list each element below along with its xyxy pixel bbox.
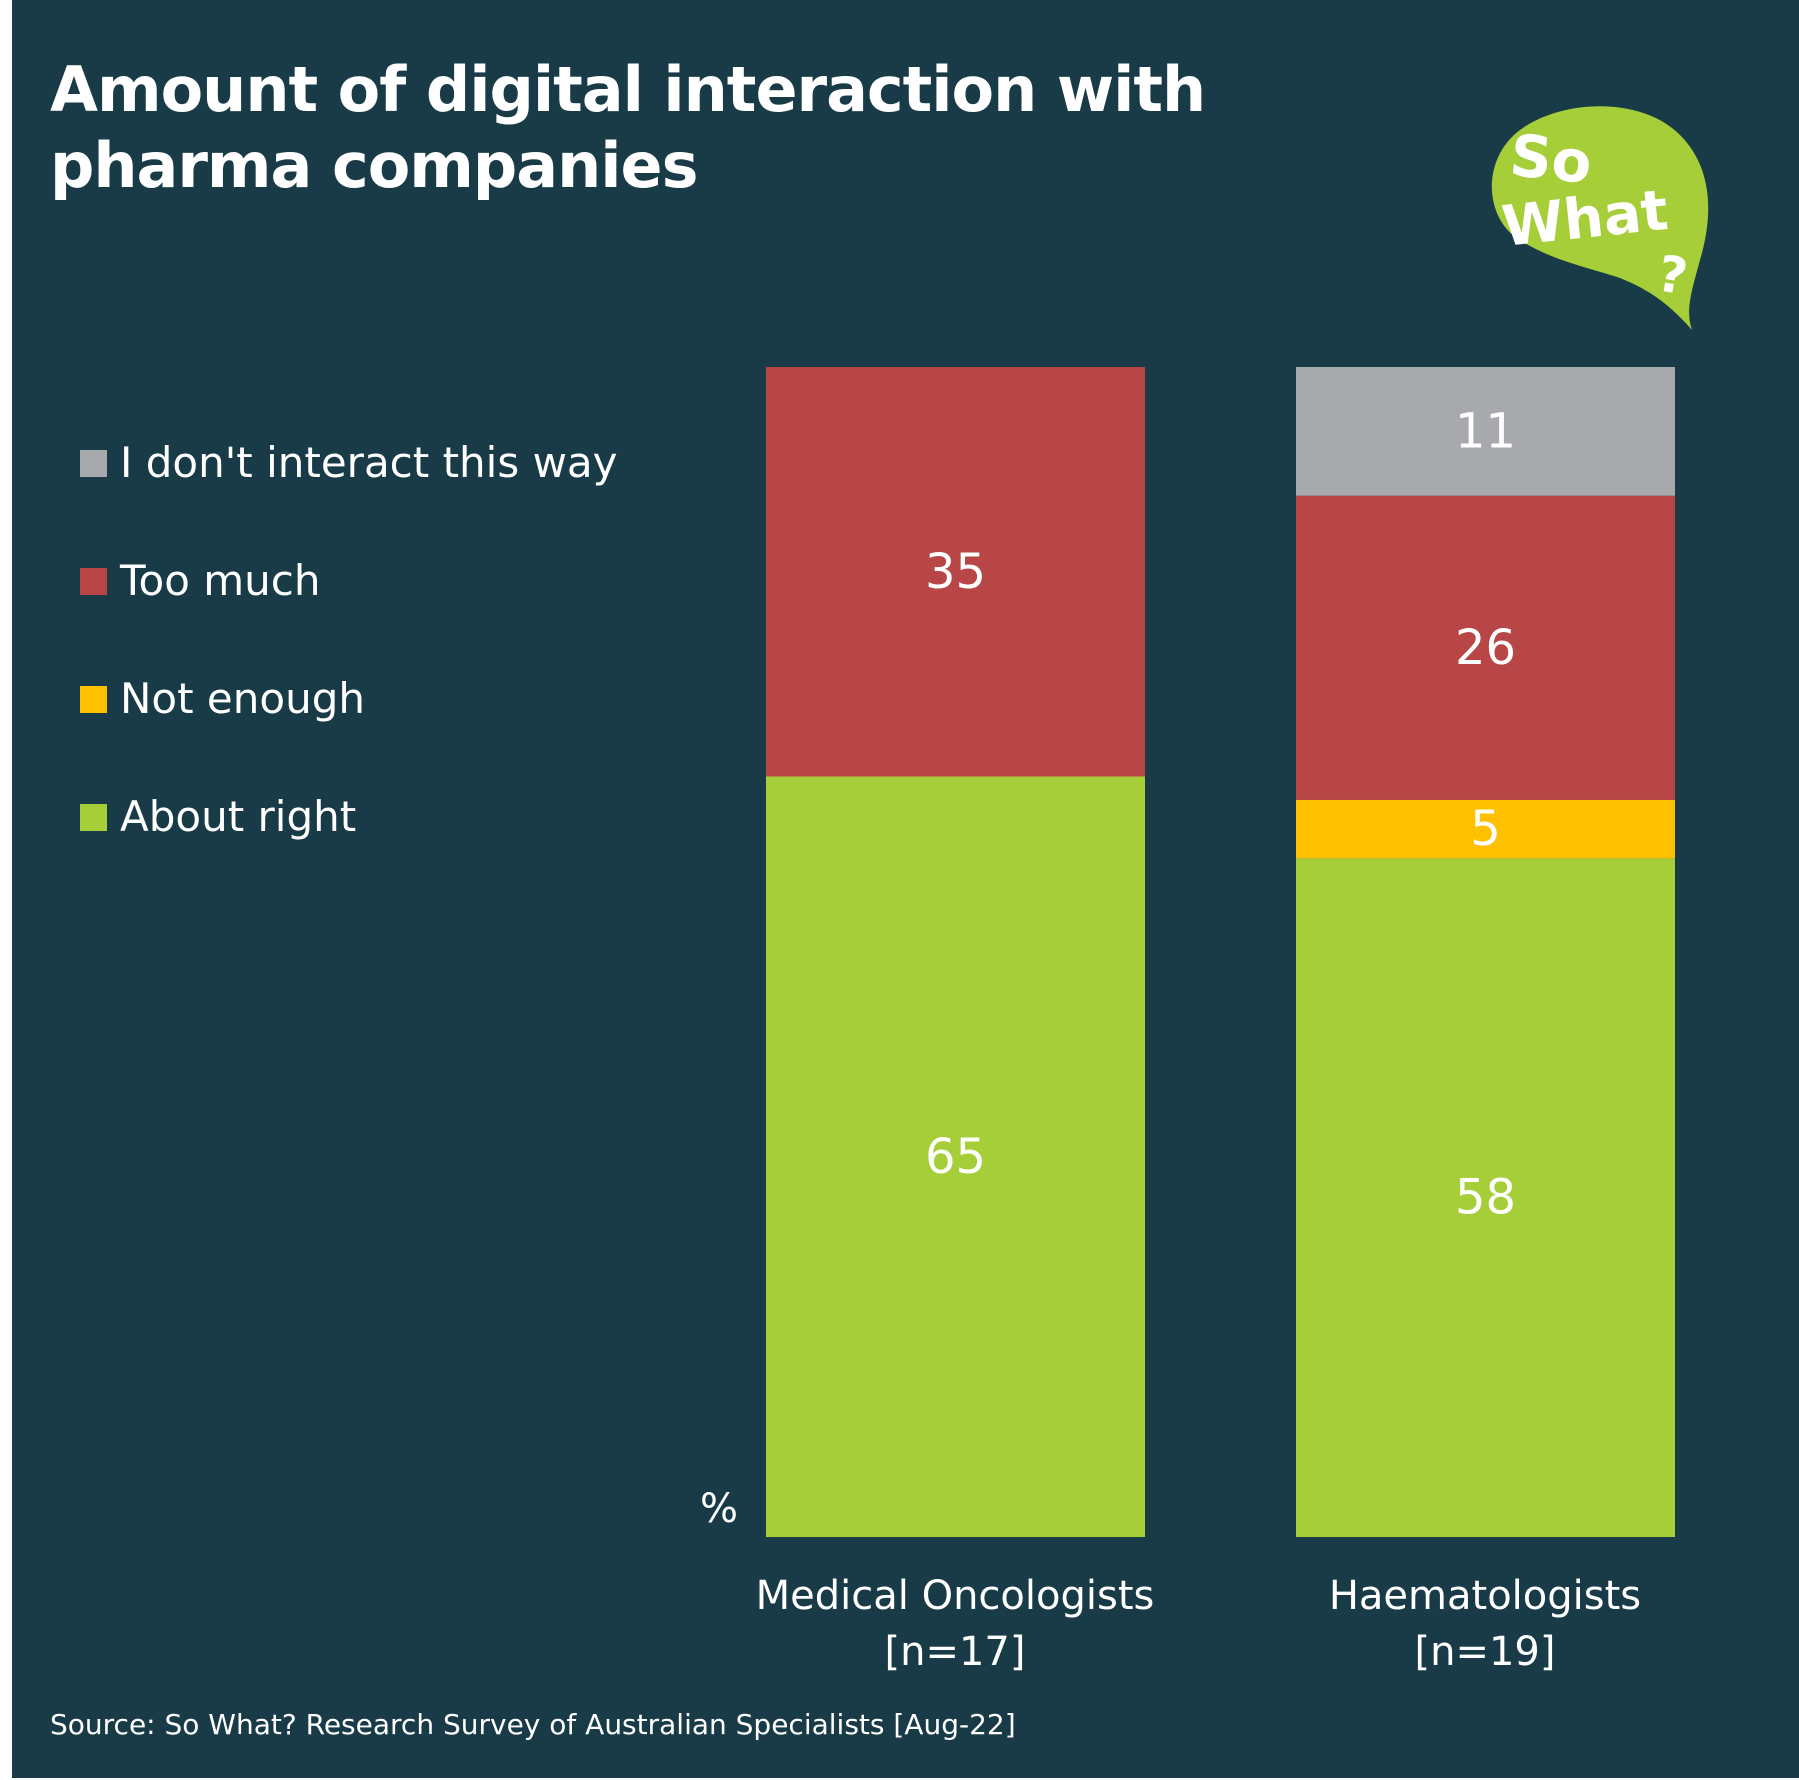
bar-segment-haematologists-too-much [1296,495,1675,800]
legend-swatch [80,804,107,831]
category-label-haematologists: Haematologists [n=19] [1225,1568,1745,1680]
data-label: 35 [925,544,986,600]
legend-label: About right [120,792,357,841]
data-label: 5 [1470,801,1501,857]
legend-swatch [80,686,107,713]
chart-title: Amount of digital interaction with pharm… [50,53,1206,202]
category-sample-size: [n=17] [884,1629,1026,1675]
bar-segment-haematologists-not-enough [1296,799,1675,859]
category-label-medical-oncologists: Medical Oncologists [n=17] [695,1568,1215,1680]
category-sample-size: [n=19] [1414,1629,1556,1675]
data-label: 26 [1455,620,1516,676]
legend-swatch [80,568,107,595]
legend-swatch [80,450,107,477]
legend-label: Too much [120,556,321,605]
so-what-logo-icon: So What ? [1491,106,1709,330]
data-label: 11 [1455,403,1516,459]
data-label: 58 [1455,1170,1516,1226]
bar-segment-haematologists-about-right [1296,858,1675,1537]
category-name: Haematologists [1328,1573,1642,1619]
legend-label: I don't interact this way [120,438,618,487]
logo-text-so: So [1507,121,1595,197]
logo-speech-bubble [1491,106,1709,330]
legend-label: Not enough [120,674,365,723]
bar-segment-haematologists-i-don-t-interact-this-way [1296,367,1675,496]
unit-label: % [700,1486,739,1532]
data-label: 65 [925,1129,986,1185]
bar-segment-medical-oncologists-about-right [766,776,1145,1537]
category-name: Medical Oncologists [755,1573,1155,1619]
source-note: Source: So What? Research Survey of Aust… [50,1708,1016,1741]
bar-segment-medical-oncologists-too-much [766,367,1145,777]
